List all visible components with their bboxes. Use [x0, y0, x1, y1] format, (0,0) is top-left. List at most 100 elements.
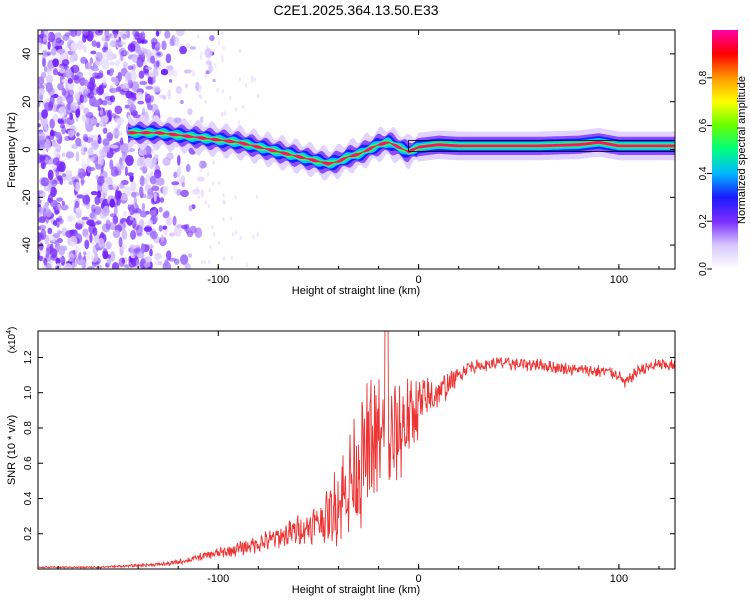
noise-blob: [205, 51, 208, 57]
noise-blob: [54, 132, 62, 138]
noise-blob: [164, 30, 171, 39]
noise-blob: [159, 197, 165, 203]
noise-blob: [138, 70, 145, 79]
noise-blob: [83, 30, 89, 36]
noise-blob: [109, 61, 115, 66]
noise-blob: [164, 259, 169, 267]
y-tick-label: 40: [21, 48, 33, 60]
noise-blob: [114, 60, 120, 67]
noise-blob: [66, 117, 75, 126]
noise-blob: [143, 68, 150, 76]
noise-blob: [203, 260, 206, 265]
noise-blob: [179, 45, 188, 55]
noise-blob: [234, 230, 238, 235]
noise-blob: [212, 78, 216, 83]
noise-blob: [56, 217, 60, 222]
noise-blob: [211, 66, 214, 72]
colorbar-tick-label: 0.8: [698, 70, 709, 84]
noise-blob: [221, 54, 224, 59]
noise-blob: [143, 262, 151, 268]
noise-blob: [77, 71, 84, 78]
noise-blob: [47, 169, 54, 181]
noise-blob: [59, 68, 66, 74]
y-tick-label: 20: [21, 96, 33, 108]
noise-blob: [58, 106, 67, 117]
y-tick-label: 1.0: [23, 385, 34, 399]
noise-blob: [171, 181, 180, 186]
noise-blob: [89, 76, 96, 87]
noise-blob: [51, 47, 57, 56]
noise-blob: [106, 257, 112, 266]
noise-blob: [122, 221, 128, 228]
noise-blob: [102, 77, 107, 86]
noise-blob: [116, 198, 121, 206]
noise-blob: [244, 83, 247, 88]
noise-blob: [73, 257, 78, 268]
noise-blob: [164, 210, 170, 218]
spectrogram-x-label: Height of straight line (km): [292, 285, 420, 297]
noise-blob: [237, 120, 241, 125]
noise-blob: [149, 209, 157, 216]
noise-blob: [192, 69, 195, 78]
noise-blob: [175, 85, 182, 95]
noise-blob: [117, 41, 127, 45]
noise-blob: [207, 56, 210, 61]
noise-blob: [44, 126, 49, 130]
y-tick-label: 0.4: [23, 491, 34, 505]
noise-blob: [115, 189, 119, 200]
noise-blob: [90, 119, 99, 125]
noise-blob: [139, 80, 148, 86]
noise-blob: [218, 240, 221, 246]
noise-blob: [68, 180, 74, 185]
noise-blob: [38, 206, 44, 216]
noise-blob: [204, 99, 207, 105]
snr-y-ticks: 1.2 1.0 0.8 0.6 0.4 0.2: [23, 350, 675, 541]
noise-blob: [186, 42, 190, 49]
noise-blob: [135, 212, 140, 221]
noise-blob: [52, 220, 58, 226]
noise-blob: [129, 106, 134, 112]
colorbar-tick-label: 0.0: [698, 262, 709, 276]
noise-blob: [187, 108, 193, 116]
noise-blob: [88, 167, 96, 171]
noise-blob: [89, 57, 94, 64]
snr-x-label: Height of straight line (km): [292, 584, 420, 596]
noise-blob: [84, 239, 90, 250]
noise-blob: [76, 132, 80, 137]
noise-blob: [147, 104, 153, 111]
noise-blob: [111, 262, 120, 269]
noise-blob: [81, 158, 86, 168]
y-tick-label: -20: [21, 189, 33, 205]
noise-blob: [111, 172, 116, 177]
noise-blob: [95, 122, 100, 128]
noise-blob: [87, 92, 91, 97]
noise-blob: [208, 63, 213, 74]
noise-blob: [172, 70, 178, 77]
noise-blob: [103, 41, 109, 51]
noise-blob: [101, 100, 108, 106]
noise-blob: [223, 256, 226, 261]
noise-blob: [94, 195, 101, 205]
noise-blob: [106, 132, 113, 141]
noise-blob: [42, 49, 48, 55]
noise-blob: [139, 175, 145, 187]
y-tick-label: 0.2: [23, 526, 34, 540]
noise-blob: [160, 68, 169, 76]
noise-blob: [109, 251, 116, 262]
noise-blob: [44, 156, 49, 163]
colorbar: 0.0 0.2 0.4 0.6 0.8 Normalized spectral ampl…: [698, 30, 748, 276]
snr-y-scale: (x104): [6, 327, 18, 354]
noise-blob: [120, 137, 124, 146]
noise-blob: [61, 87, 66, 96]
noise-blob: [102, 127, 108, 134]
noise-blob: [195, 81, 200, 92]
noise-blob: [45, 247, 50, 259]
noise-blob: [256, 93, 260, 99]
noise-blob: [76, 40, 84, 51]
noise-blob: [91, 253, 99, 263]
noise-blob: [75, 207, 82, 212]
noise-blob: [43, 66, 48, 73]
noise-blob: [90, 211, 97, 220]
noise-blob: [68, 250, 78, 261]
noise-blob: [55, 257, 61, 265]
